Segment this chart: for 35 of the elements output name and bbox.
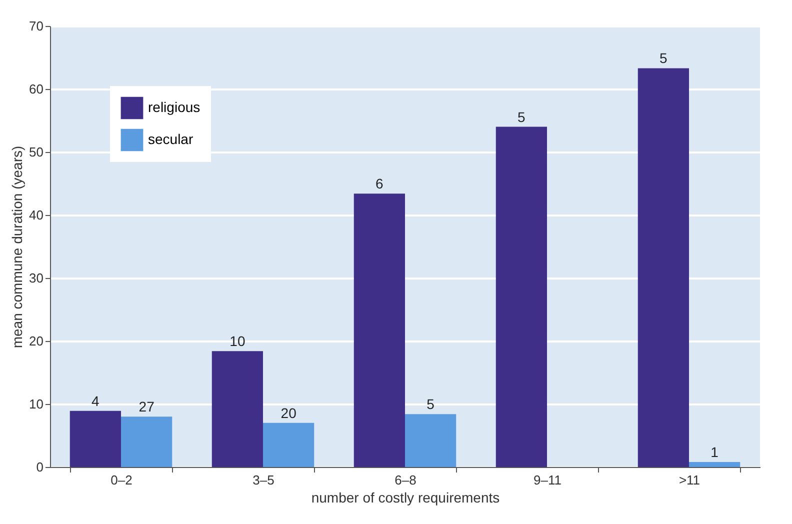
y-tick-label: 70: [29, 18, 44, 34]
x-axis-title: number of costly requirements: [311, 490, 500, 506]
y-tick-label: 10: [29, 396, 44, 412]
annotation: 5: [518, 108, 526, 125]
y-tick-label: 0: [36, 460, 44, 474]
y-tick-label: 20: [29, 334, 44, 348]
annotation: 5: [426, 396, 435, 412]
legend-label: religious: [148, 99, 200, 115]
annotation: 1: [710, 444, 719, 460]
x-tick-label: 0–2: [110, 472, 132, 488]
annotation: 4: [92, 392, 100, 409]
y-tick-label: 40: [29, 208, 44, 222]
x-tick-label: >11: [678, 472, 700, 488]
annotation: 20: [280, 404, 297, 421]
y-tick-label: 50: [29, 144, 44, 160]
bar: [405, 414, 456, 467]
y-tick-label: 30: [29, 270, 44, 286]
x-tick-label: 3–5: [252, 472, 274, 488]
annotation: 5: [660, 50, 668, 66]
bar: [70, 410, 121, 467]
y-tick-label: 60: [29, 82, 44, 96]
bar: [263, 422, 314, 467]
bar: [689, 462, 740, 467]
annotation: 10: [230, 333, 246, 350]
y-axis-title: mean commune duration (years): [9, 146, 26, 348]
legend-label: secular: [148, 131, 194, 147]
bar: [212, 351, 263, 467]
x-tick-label: 9–11: [534, 472, 562, 488]
x-tick-label: 6–8: [394, 472, 416, 488]
annotation: 27: [138, 398, 155, 415]
annotation: 6: [376, 176, 384, 192]
bar: [121, 416, 172, 467]
bar: [496, 126, 547, 467]
bar: [638, 68, 689, 467]
bar: [354, 194, 405, 467]
